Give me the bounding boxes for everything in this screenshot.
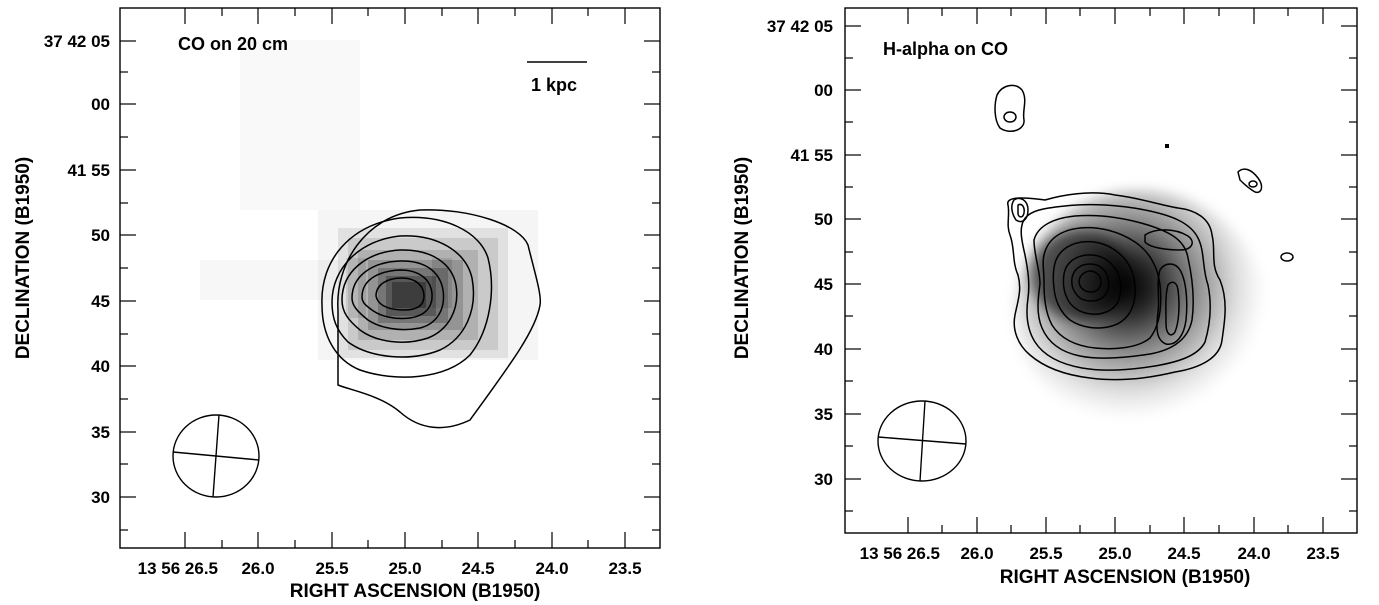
panel-title: H-alpha on CO [883,39,1008,59]
x-tick-label: 26.0 [241,559,274,578]
y-tick-label: 41 55 [790,146,833,165]
y-tick-label: 30 [91,488,110,507]
y-tick-label: 30 [814,470,833,489]
x-axis-title: RIGHT ASCENSION (B1950) [290,581,541,602]
y-tick-label: 50 [814,210,833,229]
plot-frame [119,7,661,549]
y-tick-label: 35 [91,423,110,442]
panel-title: CO on 20 cm [178,34,288,54]
x-tick-label: 25.5 [1029,544,1062,563]
x-tick-label: 25.0 [1098,544,1131,563]
x-axis-title: RIGHT ASCENSION (B1950) [1000,567,1251,588]
x-tick-label: 24.5 [461,559,494,578]
halpha-contours [994,84,1294,381]
y-axis: 37 42 05 00 41 55 50 45 40 35 30 DECLINA… [732,17,1357,512]
y-tick-label: 35 [814,405,833,424]
y-axis-title: DECLINATION (B1950) [732,157,753,359]
y-tick-label: 45 [91,292,110,311]
x-tick-label: 23.5 [608,559,641,578]
x-tick-label: 24.5 [1167,544,1200,563]
plot-frame [844,7,1358,534]
y-tick-label: 37 42 05 [44,32,110,51]
co-contours [321,209,542,429]
scale-bar: 1 kpc [527,61,587,95]
y-tick-label: 50 [91,226,110,245]
panel-co-on-20cm: 1 kpc CO on 20 cm 13 56 26 [13,7,661,602]
x-tick-label: 25.5 [315,559,348,578]
x-tick-label: 24.0 [1237,544,1270,563]
x-axis: 13 56 26.5 26.0 25.5 25.0 24.5 24.0 23.5… [138,8,642,602]
y-tick-label: 40 [814,340,833,359]
y-tick-label: 00 [91,95,110,114]
beam-ellipse [172,414,260,498]
grayscale-20cm-map [318,210,538,360]
x-tick-label: 25.0 [388,559,421,578]
y-tick-label: 00 [814,81,833,100]
y-tick-label: 37 42 05 [767,17,833,36]
grayscale-co-map [1015,190,1265,430]
y-tick-label: 40 [91,357,110,376]
x-tick-label: 13 56 26.5 [860,544,940,563]
panel-halpha-on-co: H-alpha on CO 13 56 26.5 26.0 25.5 [732,7,1358,588]
x-axis: 13 56 26.5 26.0 25.5 25.0 24.5 24.0 23.5… [860,8,1340,588]
y-axis-title: DECLINATION (B1950) [13,157,34,359]
x-tick-label: 24.0 [535,559,568,578]
y-tick-label: 45 [814,275,833,294]
x-tick-label: 23.5 [1306,544,1339,563]
x-tick-label: 26.0 [960,544,993,563]
scale-bar-label: 1 kpc [531,75,577,95]
beam-ellipse [877,400,967,482]
x-tick-label: 13 56 26.5 [138,559,218,578]
point-source [1165,144,1169,148]
y-tick-label: 41 55 [67,161,110,180]
y-axis: 37 42 05 00 41 55 50 45 40 35 30 DECLINA… [13,32,660,531]
